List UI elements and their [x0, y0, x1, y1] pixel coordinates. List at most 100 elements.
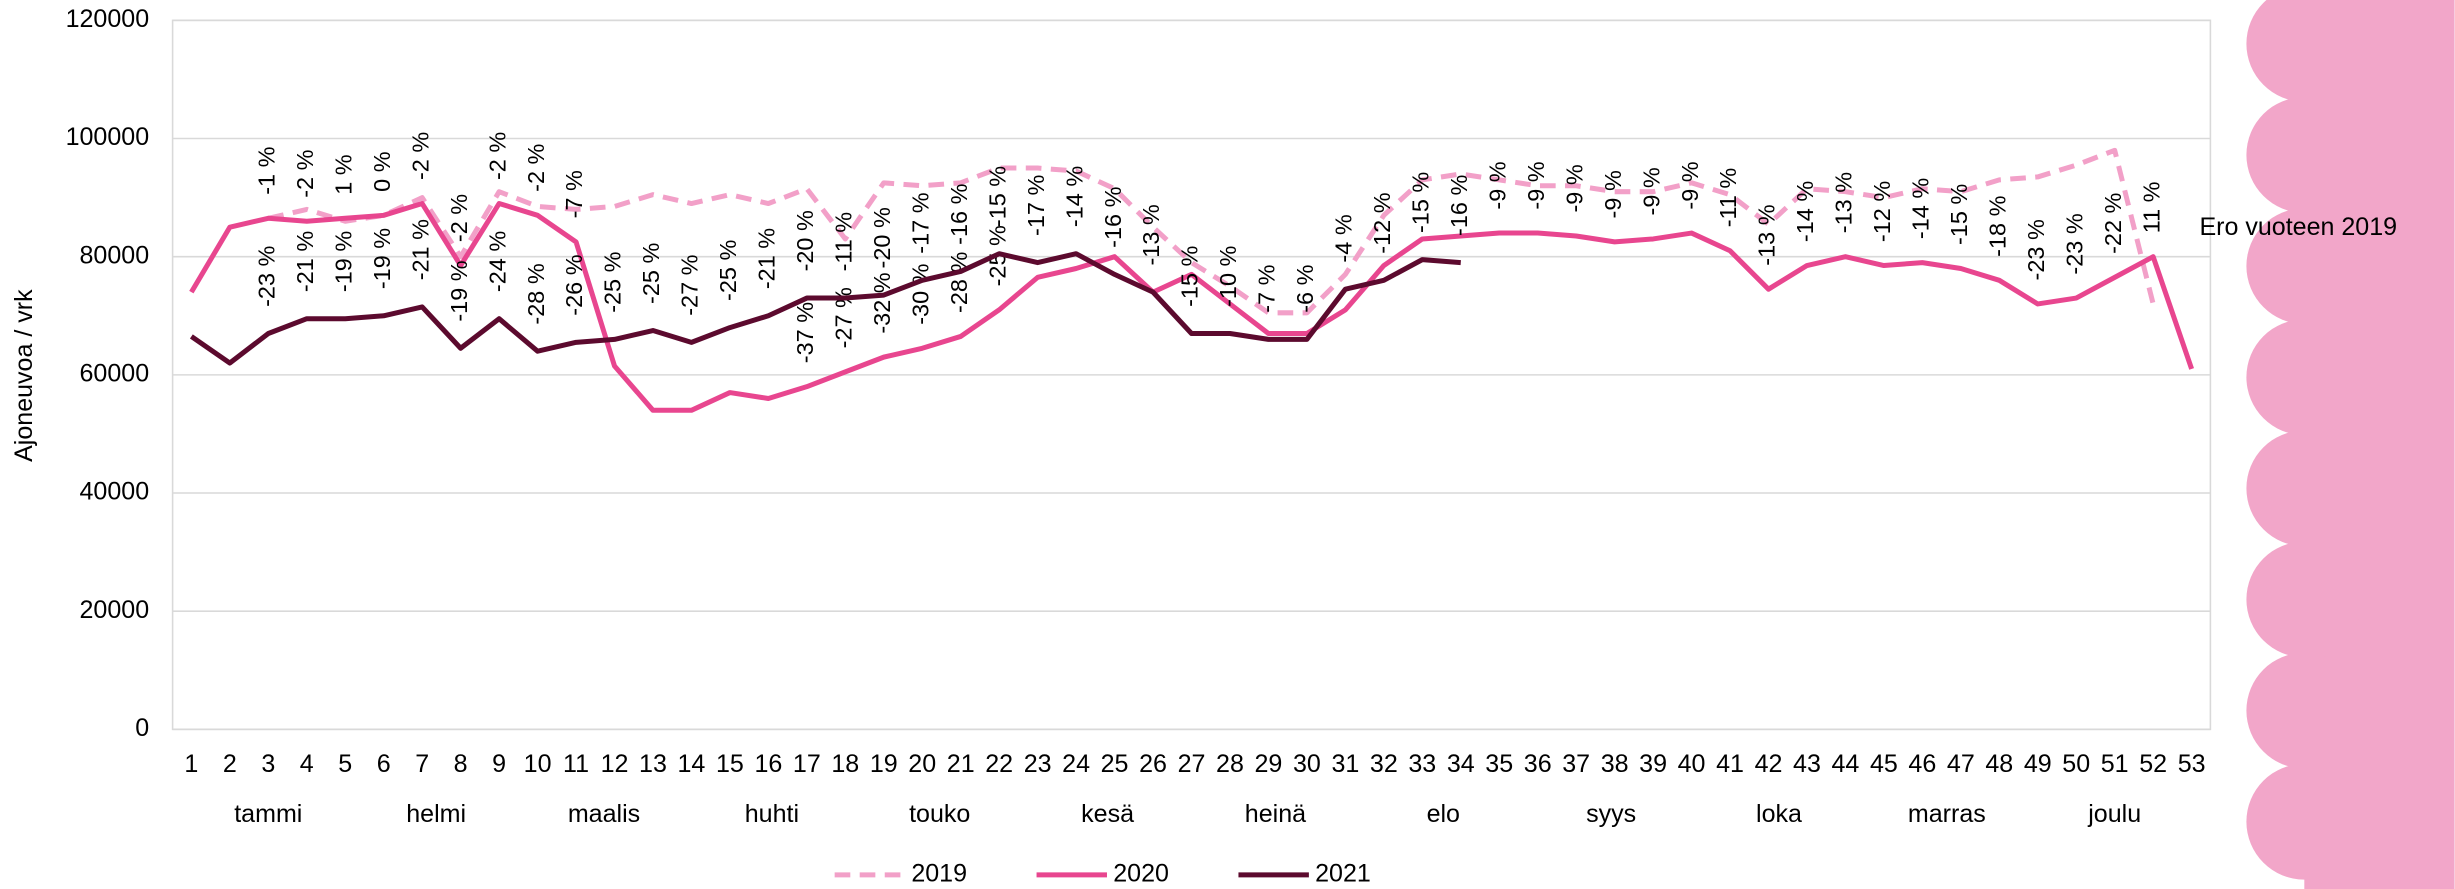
x-tick-label: 31 — [1331, 750, 1359, 778]
series-line — [189, 251, 1461, 366]
x-tick-label: 36 — [1524, 750, 1552, 778]
difference-label: -21 % — [292, 231, 318, 292]
difference-label: -37 % — [792, 302, 818, 363]
x-tick-label: 16 — [754, 750, 782, 778]
difference-label: -7 % — [1254, 264, 1280, 312]
difference-label: -15 % — [984, 166, 1010, 227]
difference-label: -28 % — [523, 263, 549, 324]
x-tick-label: 12 — [601, 750, 629, 778]
month-label: joulu — [2087, 800, 2141, 828]
x-tick-label: 37 — [1562, 750, 1590, 778]
difference-label: -19 % — [446, 260, 472, 321]
x-tick-label: 48 — [1985, 750, 2013, 778]
difference-label: -30 % — [907, 263, 933, 324]
x-tick-label: 27 — [1178, 750, 1206, 778]
x-tick-label: 3 — [261, 750, 275, 778]
difference-label: -9 % — [1484, 161, 1510, 209]
x-tick-label: 30 — [1293, 750, 1321, 778]
difference-label: -18 % — [1984, 195, 2010, 256]
difference-label: -9 % — [1600, 170, 1626, 218]
x-tick-label: 26 — [1139, 750, 1167, 778]
difference-label: -13 % — [1754, 204, 1780, 265]
difference-label: -17 % — [907, 192, 933, 253]
difference-label: -14 % — [1061, 166, 1087, 227]
y-tick-label: 60000 — [80, 359, 150, 387]
y-axis-title: Ajoneuvoa / vrk — [10, 289, 38, 462]
difference-label: -16 % — [946, 183, 972, 244]
x-tick-label: 29 — [1255, 750, 1283, 778]
month-label: tammi — [234, 800, 302, 828]
difference-label: -15 % — [1946, 184, 1972, 245]
x-tick-label: 40 — [1678, 750, 1706, 778]
x-tick-label: 44 — [1832, 750, 1860, 778]
x-tick-label: 33 — [1408, 750, 1436, 778]
x-tick-label: 43 — [1793, 750, 1821, 778]
difference-label: -21 % — [407, 219, 433, 280]
difference-label: -6 % — [1292, 264, 1318, 312]
x-tick-label: 22 — [985, 750, 1013, 778]
y-tick-label: 0 — [135, 714, 149, 742]
x-tick-label: 32 — [1370, 750, 1398, 778]
difference-label: 0 % — [369, 151, 395, 192]
difference-label: -13 % — [1138, 204, 1164, 265]
difference-label: -19 % — [330, 231, 356, 292]
difference-label: -15 % — [1408, 172, 1434, 233]
difference-label: -1 % — [254, 146, 280, 194]
month-label: syys — [1586, 800, 1636, 828]
month-label: maalis — [568, 800, 640, 828]
legend-label: 2019 — [911, 860, 967, 888]
x-tick-label: 20 — [908, 750, 936, 778]
difference-label: -27 % — [677, 254, 703, 315]
x-tick-label: 4 — [300, 750, 314, 778]
x-tick-label: 34 — [1447, 750, 1475, 778]
difference-label: -10 % — [1215, 245, 1241, 306]
x-tick-label: 23 — [1024, 750, 1052, 778]
month-label: huhti — [745, 800, 799, 828]
difference-label: -11 % — [1715, 168, 1741, 228]
x-tick-label: 5 — [338, 750, 352, 778]
difference-label: -9 % — [1638, 167, 1664, 215]
difference-label: -15 % — [1177, 245, 1203, 306]
decoration — [2246, 0, 2455, 889]
difference-label: 1 % — [330, 154, 356, 195]
annotation: Ero vuoteen 2019 — [2199, 213, 2397, 241]
x-tick-label: 25 — [1101, 750, 1129, 778]
difference-label: -28 % — [946, 252, 972, 313]
x-tick-label: 7 — [415, 750, 429, 778]
difference-label: -12 % — [1869, 181, 1895, 242]
difference-label: -14 % — [1908, 178, 1934, 239]
x-tick-label: 35 — [1485, 750, 1513, 778]
x-tick-label: 28 — [1216, 750, 1244, 778]
y-tick-label: 20000 — [80, 596, 150, 624]
x-tick-label: 47 — [1947, 750, 1975, 778]
y-tick-label: 100000 — [66, 123, 150, 151]
x-tick-label: 42 — [1755, 750, 1783, 778]
difference-label: -19 % — [369, 228, 395, 289]
difference-label: -16 % — [1100, 186, 1126, 247]
x-tick-label: 38 — [1601, 750, 1629, 778]
difference-label: -21 % — [754, 228, 780, 289]
difference-label: -25 % — [638, 242, 664, 303]
difference-label: -25 % — [600, 251, 626, 312]
difference-label: -24 % — [484, 231, 510, 292]
x-tick-label: 19 — [870, 750, 898, 778]
y-tick-label: 80000 — [80, 241, 150, 269]
difference-label: -9 % — [1523, 161, 1549, 209]
x-tick-label: 15 — [716, 750, 744, 778]
difference-label: -23 % — [2023, 219, 2049, 280]
y-tick-label: 120000 — [66, 5, 150, 33]
difference-label: -12 % — [1369, 192, 1395, 253]
difference-label: -32 % — [869, 272, 895, 333]
difference-label: -9 % — [1677, 161, 1703, 209]
x-tick-label: 1 — [184, 750, 198, 778]
x-tick-label: 11 — [563, 750, 589, 778]
x-tick-label: 21 — [947, 750, 975, 778]
difference-label: -23 % — [254, 245, 280, 306]
x-tick-label: 41 — [1716, 750, 1744, 778]
difference-label: -11 % — [831, 212, 857, 272]
difference-label: -2 % — [407, 132, 433, 180]
x-tick-label: 13 — [639, 750, 667, 778]
month-label: loka — [1756, 800, 1802, 828]
x-tick-label: 49 — [2024, 750, 2052, 778]
